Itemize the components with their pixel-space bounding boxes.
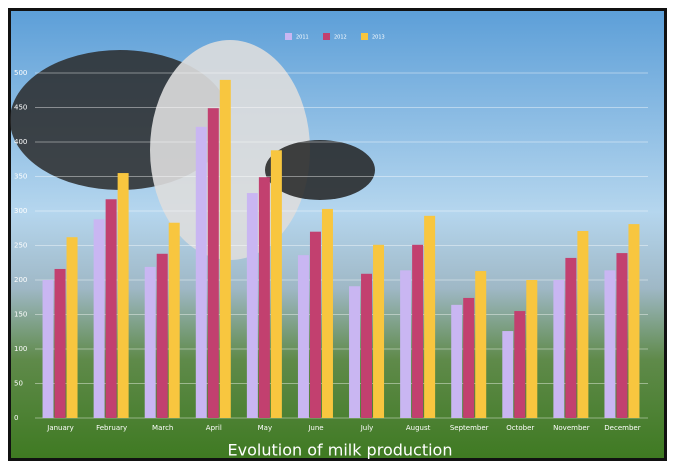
- bar: [577, 231, 589, 418]
- x-tick-label: June: [307, 424, 323, 432]
- bar: [565, 257, 577, 418]
- legend-label: 2012: [334, 35, 347, 41]
- bar: [258, 177, 270, 418]
- bar: [628, 224, 640, 418]
- bar: [207, 108, 219, 418]
- legend-swatch: [361, 33, 368, 40]
- bar: [54, 268, 66, 418]
- bar: [144, 266, 156, 418]
- x-tick-label: August: [406, 424, 431, 432]
- y-tick-label: 300: [14, 207, 27, 215]
- bar: [526, 280, 538, 418]
- legend-swatch: [323, 33, 330, 40]
- bar: [463, 297, 475, 418]
- bar: [424, 215, 436, 418]
- bar: [373, 244, 385, 418]
- x-tick-label: February: [96, 424, 127, 432]
- cow-ear: [265, 140, 375, 200]
- chart-title: Evolution of milk production: [228, 441, 453, 460]
- x-tick-label: September: [450, 424, 489, 432]
- y-tick-label: 400: [14, 138, 27, 146]
- bar: [66, 237, 78, 418]
- bar: [117, 173, 129, 418]
- x-tick-label: January: [46, 424, 74, 432]
- bar: [219, 79, 231, 419]
- x-tick-label: May: [258, 424, 272, 432]
- bar: [616, 253, 628, 418]
- legend-label: 2011: [296, 35, 309, 41]
- bar: [156, 253, 168, 418]
- y-tick-label: 250: [14, 242, 27, 250]
- bar: [475, 271, 487, 418]
- x-tick-label: December: [604, 424, 640, 432]
- bar: [195, 126, 207, 418]
- y-tick-label: 150: [14, 311, 27, 319]
- bar: [412, 244, 424, 418]
- bar: [400, 270, 412, 418]
- bar: [502, 331, 514, 418]
- bar: [309, 231, 321, 418]
- y-tick-label: 450: [14, 104, 27, 112]
- y-tick-label: 200: [14, 276, 27, 284]
- y-tick-label: 350: [14, 173, 27, 181]
- bar: [246, 193, 258, 418]
- bar: [168, 222, 180, 418]
- bar: [514, 311, 526, 418]
- x-tick-label: April: [206, 424, 222, 432]
- x-tick-label: November: [553, 424, 590, 432]
- y-tick-label: 50: [14, 380, 23, 388]
- x-tick-label: March: [152, 424, 173, 432]
- bar: [93, 219, 105, 418]
- y-tick-label: 100: [14, 345, 27, 353]
- bar: [361, 273, 373, 418]
- y-tick-label: 500: [14, 69, 27, 77]
- bar: [42, 280, 54, 418]
- bar: [297, 255, 309, 418]
- bar: [604, 270, 616, 418]
- bar: [349, 286, 361, 418]
- legend-label: 2013: [372, 35, 385, 41]
- bar: [270, 150, 282, 418]
- bar: [451, 304, 463, 418]
- bar: [553, 280, 565, 418]
- x-tick-label: October: [506, 424, 534, 432]
- x-tick-label: July: [360, 424, 374, 432]
- bar: [105, 199, 117, 418]
- y-tick-label: 0: [14, 414, 18, 422]
- bar: [321, 208, 333, 418]
- legend-swatch: [285, 33, 292, 40]
